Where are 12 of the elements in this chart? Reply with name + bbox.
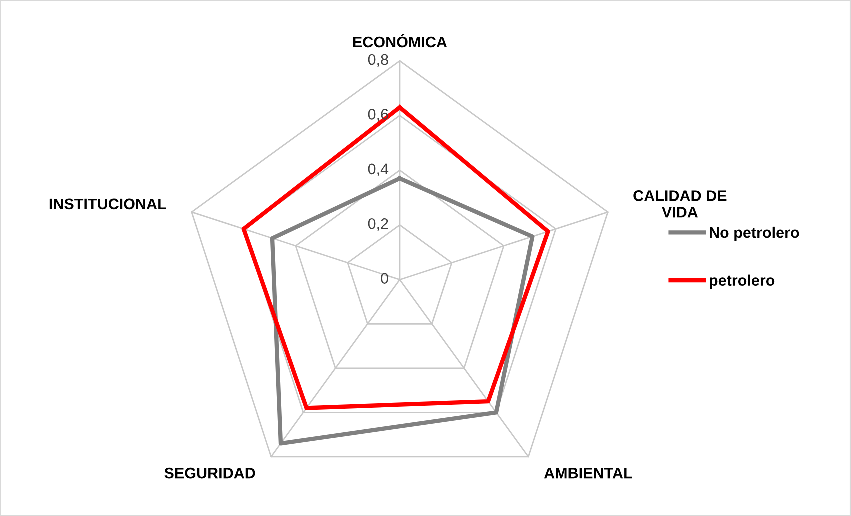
y-tick-label: 0 [381, 273, 388, 284]
spoke-label: SEGURIDAD [164, 468, 256, 479]
y-tick-label: 0,6 [368, 109, 388, 122]
y-tick-label: 0,2 [368, 218, 388, 232]
spoke-label: AMBIENTAL [544, 468, 632, 479]
y-tick-label: 0,8 [368, 54, 388, 67]
spoke-label: ECONÓMICA [353, 34, 448, 48]
spoke-label: INSTITUCIONAL [50, 198, 166, 210]
legend-label: No petrolero [710, 226, 800, 242]
legend-label: petrolero [710, 274, 775, 290]
y-tick-label: 0,4 [368, 164, 389, 176]
spoke-label: CALIDAD DE VIDA [634, 190, 727, 218]
